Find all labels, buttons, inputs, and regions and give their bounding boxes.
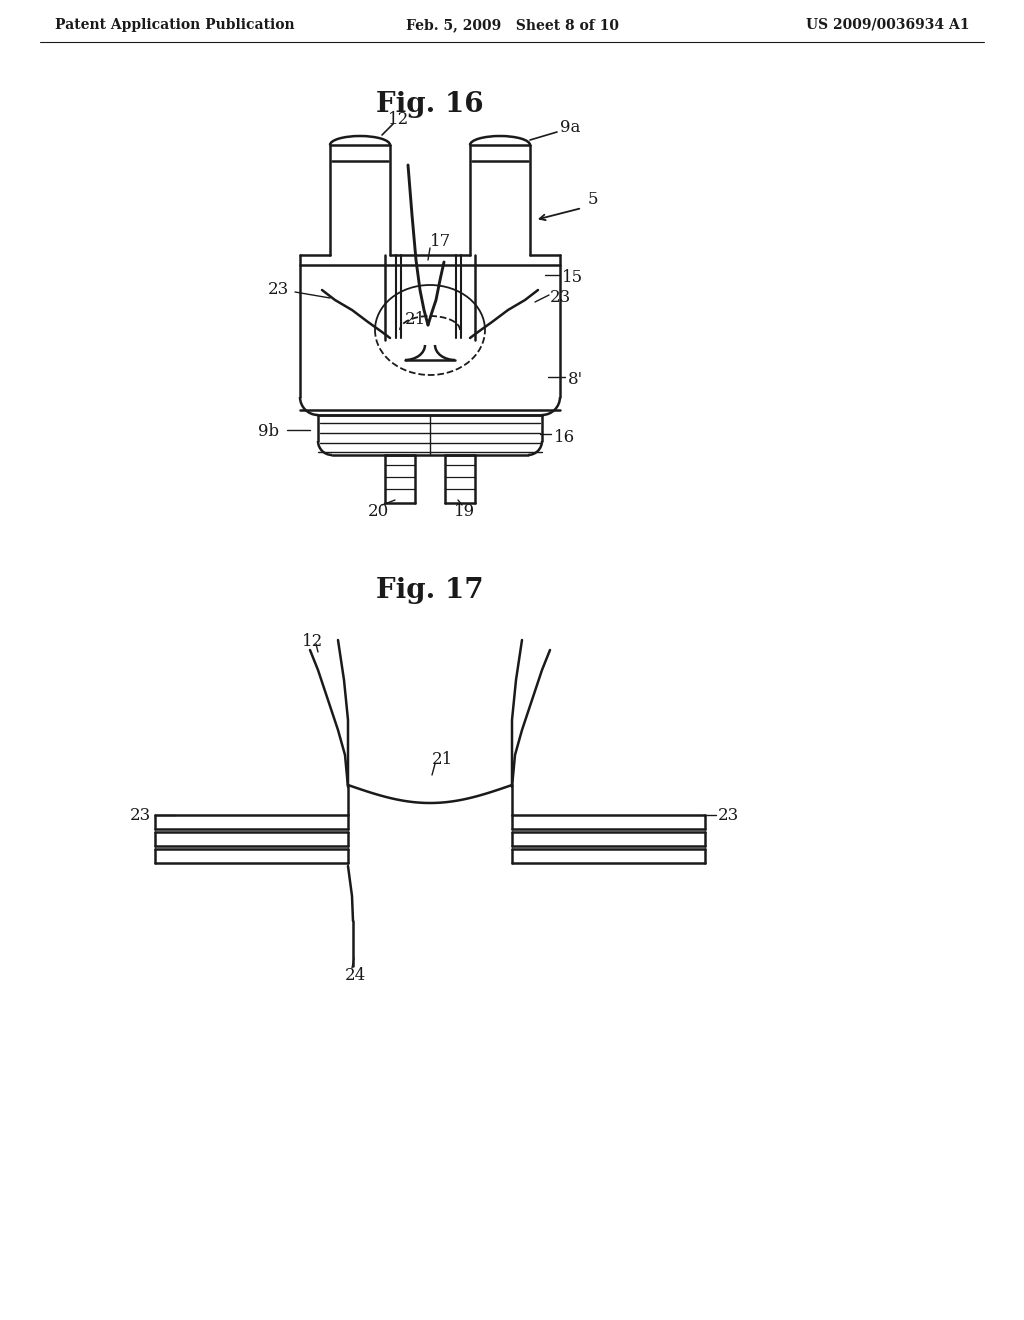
Text: 21: 21 [406, 312, 426, 329]
Text: 21: 21 [432, 751, 454, 768]
Text: 15: 15 [562, 269, 583, 286]
Text: 20: 20 [368, 503, 389, 520]
Text: 23: 23 [130, 807, 152, 824]
Text: 19: 19 [454, 503, 475, 520]
Text: 9a: 9a [560, 120, 581, 136]
Text: US 2009/0036934 A1: US 2009/0036934 A1 [807, 18, 970, 32]
Text: 16: 16 [554, 429, 575, 446]
Text: 12: 12 [302, 634, 324, 651]
Text: Fig. 16: Fig. 16 [376, 91, 483, 119]
Text: Patent Application Publication: Patent Application Publication [55, 18, 295, 32]
Text: 24: 24 [345, 966, 367, 983]
Text: 23: 23 [268, 281, 289, 298]
Text: Fig. 17: Fig. 17 [376, 577, 483, 603]
Text: 5: 5 [588, 191, 598, 209]
Text: 8': 8' [568, 371, 583, 388]
Text: 23: 23 [550, 289, 571, 306]
Text: 23: 23 [718, 807, 739, 824]
Text: Feb. 5, 2009   Sheet 8 of 10: Feb. 5, 2009 Sheet 8 of 10 [406, 18, 618, 32]
Text: 12: 12 [388, 111, 410, 128]
Text: 17: 17 [430, 234, 452, 251]
Text: 9b: 9b [258, 424, 280, 441]
